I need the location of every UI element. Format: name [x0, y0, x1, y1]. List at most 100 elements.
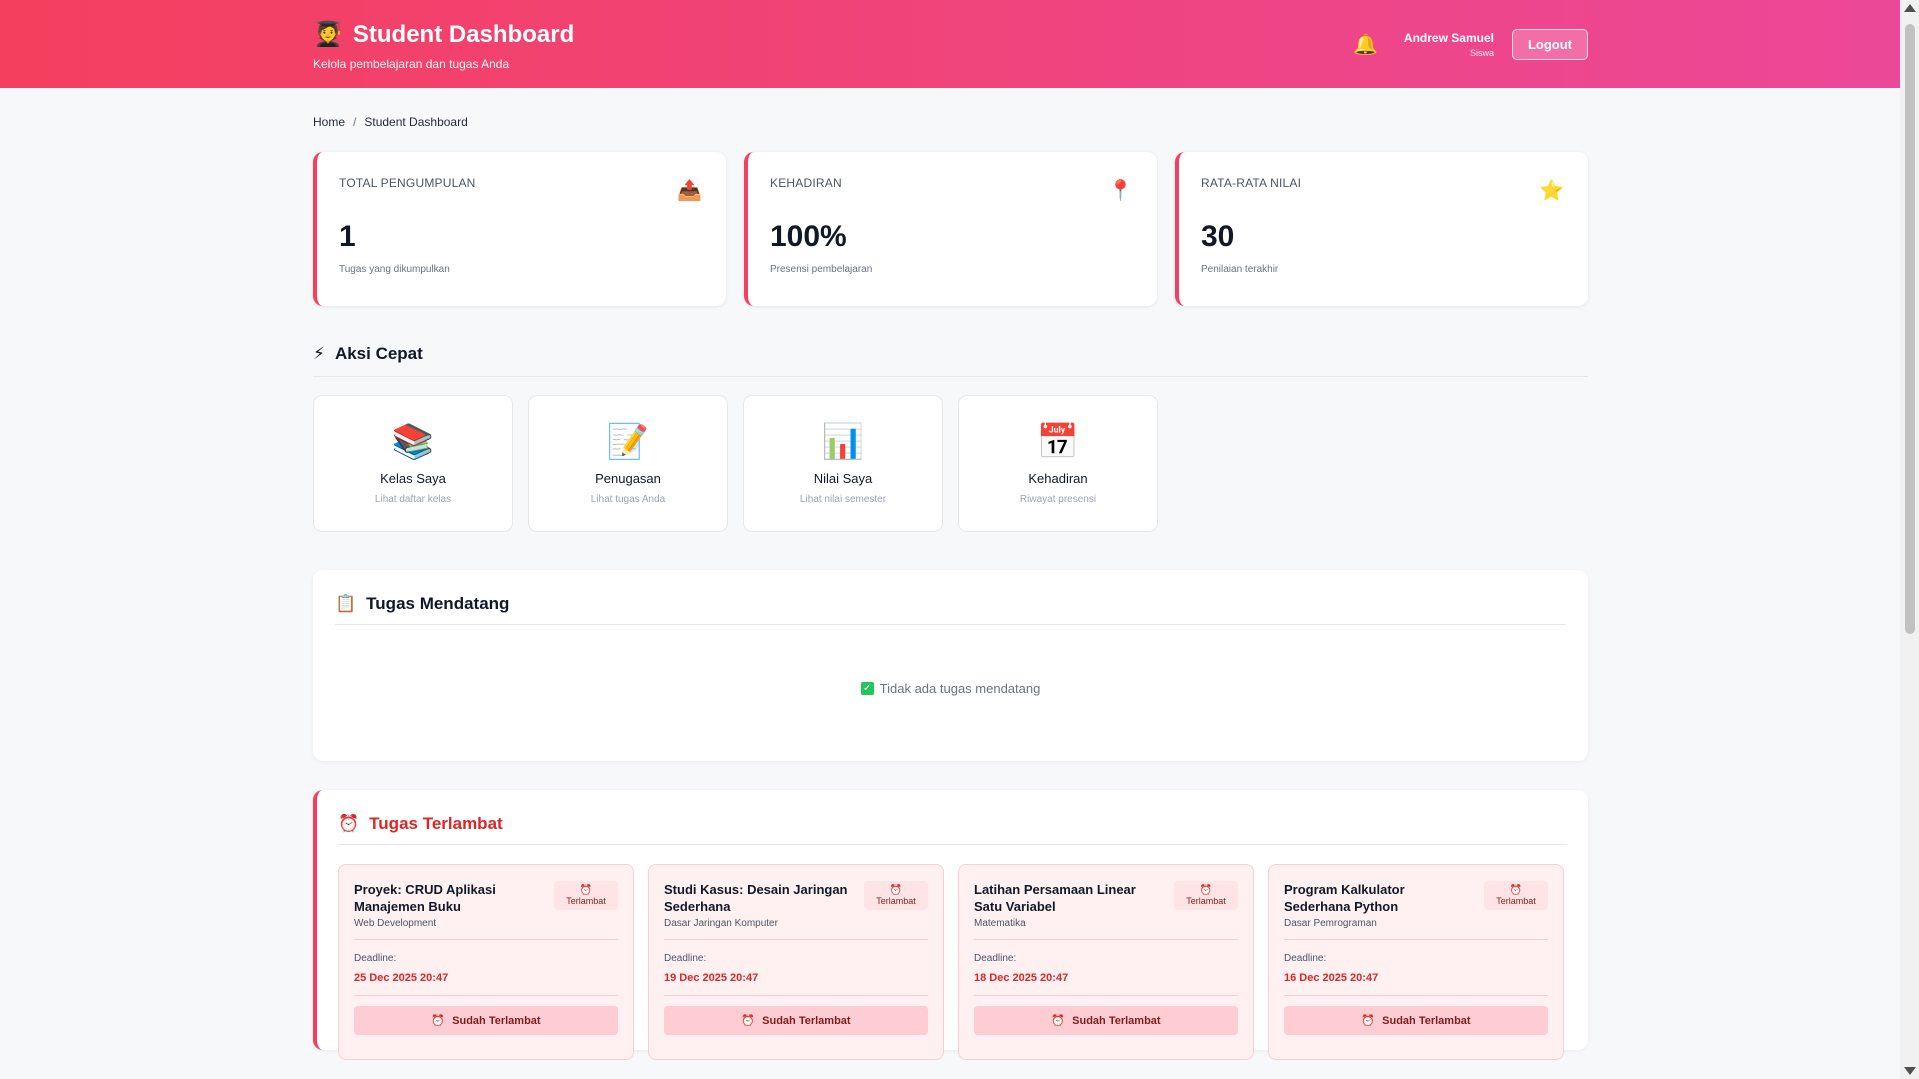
stat-label: KEHADIRAN	[770, 176, 842, 190]
user-area: 🔔 Andrew Samuel Siswa Logout	[1353, 29, 1588, 60]
breadcrumb: Home / Student Dashboard	[313, 115, 1588, 129]
quick-action-kehadiran[interactable]: 📅 Kehadiran Riwayat presensi	[958, 395, 1158, 532]
alarm-clock-icon: ⏰	[579, 885, 593, 896]
late-task-subject: Dasar Jaringan Komputer	[664, 918, 928, 940]
stat-desc: Penilaian terakhir	[1201, 264, 1279, 275]
breadcrumb-current: Student Dashboard	[364, 115, 468, 129]
late-tasks-title: ⏰ Tugas Terlambat	[338, 814, 1567, 845]
late-tasks-grid: Proyek: CRUD Aplikasi Manajemen Buku ⏰ T…	[338, 864, 1567, 1060]
scrollbar[interactable]	[1900, 0, 1919, 1079]
late-task-name: Latihan Persamaan Linear Satu Variabel	[974, 882, 1136, 914]
deadline-value: 19 Dec 2025 20:47	[664, 972, 928, 996]
alarm-clock-icon: ⏰	[1051, 1015, 1066, 1027]
late-task-name: Studi Kasus: Desain Jaringan Sederhana	[664, 882, 848, 914]
user-role: Siswa	[1469, 48, 1494, 58]
late-task-subject: Dasar Pemrograman	[1284, 918, 1548, 940]
quick-action-label: Kehadiran	[1028, 471, 1088, 486]
late-status-button[interactable]: ⏰ Sudah Terlambat	[974, 1006, 1238, 1035]
late-task-name: Proyek: CRUD Aplikasi Manajemen Buku	[354, 882, 496, 914]
late-badge-label: Terlambat	[1186, 896, 1226, 906]
outbox-tray-icon: 📤	[677, 180, 702, 202]
quick-action-label: Penugasan	[595, 471, 661, 486]
deadline-label: Deadline:	[974, 953, 1017, 964]
late-task-subject: Matematika	[974, 918, 1238, 940]
quick-action-penugasan[interactable]: 📝 Penugasan Lihat tugas Anda	[528, 395, 728, 532]
empty-state: ✓ Tidak ada tugas mendatang	[335, 681, 1566, 696]
alarm-clock-icon: ⏰	[431, 1015, 446, 1027]
stat-desc: Tugas yang dikumpulkan	[339, 264, 450, 275]
alarm-clock-icon: ⏰	[741, 1015, 756, 1027]
stat-card-kehadiran: KEHADIRAN 📍 100% Presensi pembelajaran	[744, 152, 1157, 306]
quick-action-sub: Lihat tugas Anda	[590, 494, 666, 505]
breadcrumb-home[interactable]: Home	[313, 115, 346, 129]
quick-action-sub: Lihat nilai semester	[799, 494, 887, 505]
late-tasks-panel: ⏰ Tugas Terlambat Proyek: CRUD Aplikasi …	[313, 790, 1588, 1060]
deadline-label: Deadline:	[664, 953, 707, 964]
user-name: Andrew Samuel	[1403, 31, 1494, 45]
scroll-thumb[interactable]	[1905, 24, 1915, 634]
stat-card-total-pengumpulan: TOTAL PENGUMPULAN 📤 1 Tugas yang dikumpu…	[313, 152, 726, 306]
page-subtitle: Kelola pembelajaran dan tugas Anda	[313, 57, 510, 71]
bar-chart-icon: 📊	[821, 423, 865, 461]
late-badge-label: Terlambat	[1496, 896, 1536, 906]
quick-action-label: Nilai Saya	[813, 471, 873, 486]
student-icon: 🧑‍🎓	[313, 21, 343, 48]
late-badge-label: Terlambat	[876, 896, 916, 906]
clipboard-icon: 📋	[335, 594, 357, 613]
books-icon: 📚	[391, 423, 435, 461]
quick-action-nilai-saya[interactable]: 📊 Nilai Saya Lihat nilai semester	[743, 395, 943, 532]
alarm-clock-icon: ⏰	[1199, 885, 1213, 896]
quick-actions-grid: 📚 Kelas Saya Lihat daftar kelas 📝 Penuga…	[313, 395, 1588, 532]
empty-state-text: Tidak ada tugas mendatang	[879, 681, 1041, 696]
deadline-value: 25 Dec 2025 20:47	[354, 972, 618, 996]
late-task-card[interactable]: Studi Kasus: Desain Jaringan Sederhana ⏰…	[648, 864, 944, 1060]
upcoming-tasks-title-text: Tugas Mendatang	[366, 594, 510, 613]
lightning-icon: ⚡	[313, 344, 325, 363]
stat-value: 100%	[770, 220, 847, 253]
check-icon: ✓	[860, 682, 874, 695]
bell-icon[interactable]: 🔔	[1353, 34, 1378, 56]
deadline-value: 18 Dec 2025 20:47	[974, 972, 1238, 996]
stat-value: 30	[1201, 220, 1235, 253]
stats-row: TOTAL PENGUMPULAN 📤 1 Tugas yang dikumpu…	[313, 152, 1588, 306]
deadline-value: 16 Dec 2025 20:47	[1284, 972, 1548, 996]
logout-button[interactable]: Logout	[1511, 29, 1588, 60]
late-status-button[interactable]: ⏰ Sudah Terlambat	[354, 1006, 618, 1035]
late-task-card[interactable]: Program Kalkulator Sederhana Python ⏰ Te…	[1268, 864, 1564, 1060]
stat-desc: Presensi pembelajaran	[770, 264, 873, 275]
late-status-button[interactable]: ⏰ Sudah Terlambat	[664, 1006, 928, 1035]
late-badge: ⏰ Terlambat	[554, 881, 618, 910]
pushpin-icon: 📍	[1108, 180, 1133, 202]
late-task-card[interactable]: Proyek: CRUD Aplikasi Manajemen Buku ⏰ T…	[338, 864, 634, 1060]
scroll-up-arrow[interactable]	[1904, 4, 1916, 12]
stat-value: 1	[339, 220, 356, 253]
upcoming-tasks-title: 📋 Tugas Mendatang	[335, 594, 1566, 625]
alarm-clock-icon: ⏰	[1509, 885, 1523, 896]
quick-action-label: Kelas Saya	[380, 471, 446, 486]
main-content: Home / Student Dashboard TOTAL PENGUMPUL…	[313, 115, 1588, 1060]
late-status-button[interactable]: ⏰ Sudah Terlambat	[1284, 1006, 1548, 1035]
page-title-text: Student Dashboard	[352, 20, 575, 48]
deadline-label: Deadline:	[1284, 953, 1327, 964]
late-status-label: Sudah Terlambat	[762, 1015, 851, 1027]
stat-label: TOTAL PENGUMPULAN	[339, 176, 476, 190]
late-badge: ⏰ Terlambat	[864, 881, 928, 910]
memo-icon: 📝	[606, 423, 650, 461]
quick-action-kelas-saya[interactable]: 📚 Kelas Saya Lihat daftar kelas	[313, 395, 513, 532]
late-badge: ⏰ Terlambat	[1484, 881, 1548, 910]
alarm-clock-icon: ⏰	[338, 814, 360, 833]
late-badge: ⏰ Terlambat	[1174, 881, 1238, 910]
deadline-label: Deadline:	[354, 953, 397, 964]
stat-label: RATA-RATA NILAI	[1201, 176, 1302, 190]
scroll-down-arrow[interactable]	[1904, 1067, 1916, 1075]
user-info: Andrew Samuel Siswa	[1404, 31, 1494, 58]
star-icon: ⭐	[1539, 180, 1564, 202]
late-tasks-title-text: Tugas Terlambat	[369, 814, 503, 833]
stat-card-rata-rata-nilai: RATA-RATA NILAI ⭐ 30 Penilaian terakhir	[1175, 152, 1588, 306]
late-task-card[interactable]: Latihan Persamaan Linear Satu Variabel ⏰…	[958, 864, 1254, 1060]
alarm-clock-icon: ⏰	[1361, 1015, 1376, 1027]
quick-actions-title: ⚡ Aksi Cepat	[313, 344, 1588, 377]
late-status-label: Sudah Terlambat	[1382, 1015, 1471, 1027]
upcoming-tasks-panel: 📋 Tugas Mendatang ✓ Tidak ada tugas mend…	[313, 570, 1588, 761]
quick-action-sub: Lihat daftar kelas	[374, 494, 452, 505]
